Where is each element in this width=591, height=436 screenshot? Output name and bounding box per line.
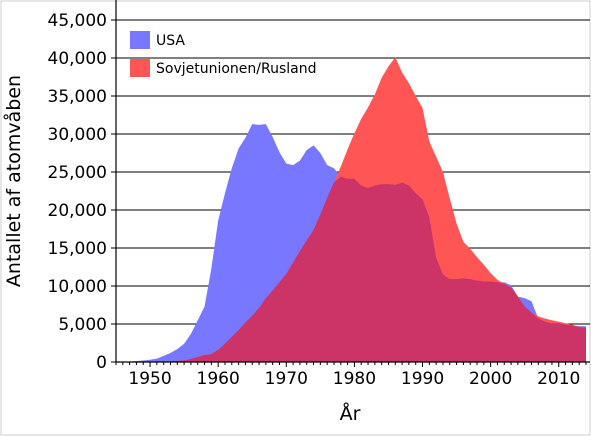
y-tick-label: 35,000	[48, 87, 107, 107]
x-tick-label: 1950	[128, 369, 171, 389]
legend-swatch	[130, 31, 150, 49]
y-axis-label: Antallet af atomvåben	[2, 75, 25, 287]
x-tick-label: 1990	[401, 369, 444, 389]
x-tick-label: 1980	[333, 369, 376, 389]
tick-labels: 0 5,000 10,000 15,000 20,000 25,000 30,000 35,0…	[48, 11, 581, 389]
x-tick-label: 2000	[469, 369, 512, 389]
legend: USA Sovjetunionen/Rusland	[130, 31, 317, 77]
y-tick-label: 10,000	[48, 277, 107, 297]
x-axis-label: År	[340, 402, 361, 425]
legend-label: USA	[156, 33, 185, 49]
y-tick-label: 45,000	[48, 11, 107, 31]
legend-label: Sovjetunionen/Rusland	[156, 61, 317, 77]
y-tick-label: 15,000	[48, 239, 107, 259]
y-tick-label: 30,000	[48, 125, 107, 145]
y-tick-label: 25,000	[48, 163, 107, 183]
x-tick-label: 1960	[197, 369, 240, 389]
y-tick-label: 5,000	[58, 315, 107, 335]
x-tick-label: 1970	[265, 369, 308, 389]
area-overlap	[116, 176, 586, 362]
y-tick-label: 0	[96, 353, 107, 373]
x-tick-label: 2010	[537, 369, 580, 389]
plot-areas	[116, 57, 586, 362]
legend-swatch	[130, 59, 150, 77]
axes	[111, 0, 590, 367]
y-tick-label: 40,000	[48, 49, 107, 69]
y-tick-label: 20,000	[48, 201, 107, 221]
